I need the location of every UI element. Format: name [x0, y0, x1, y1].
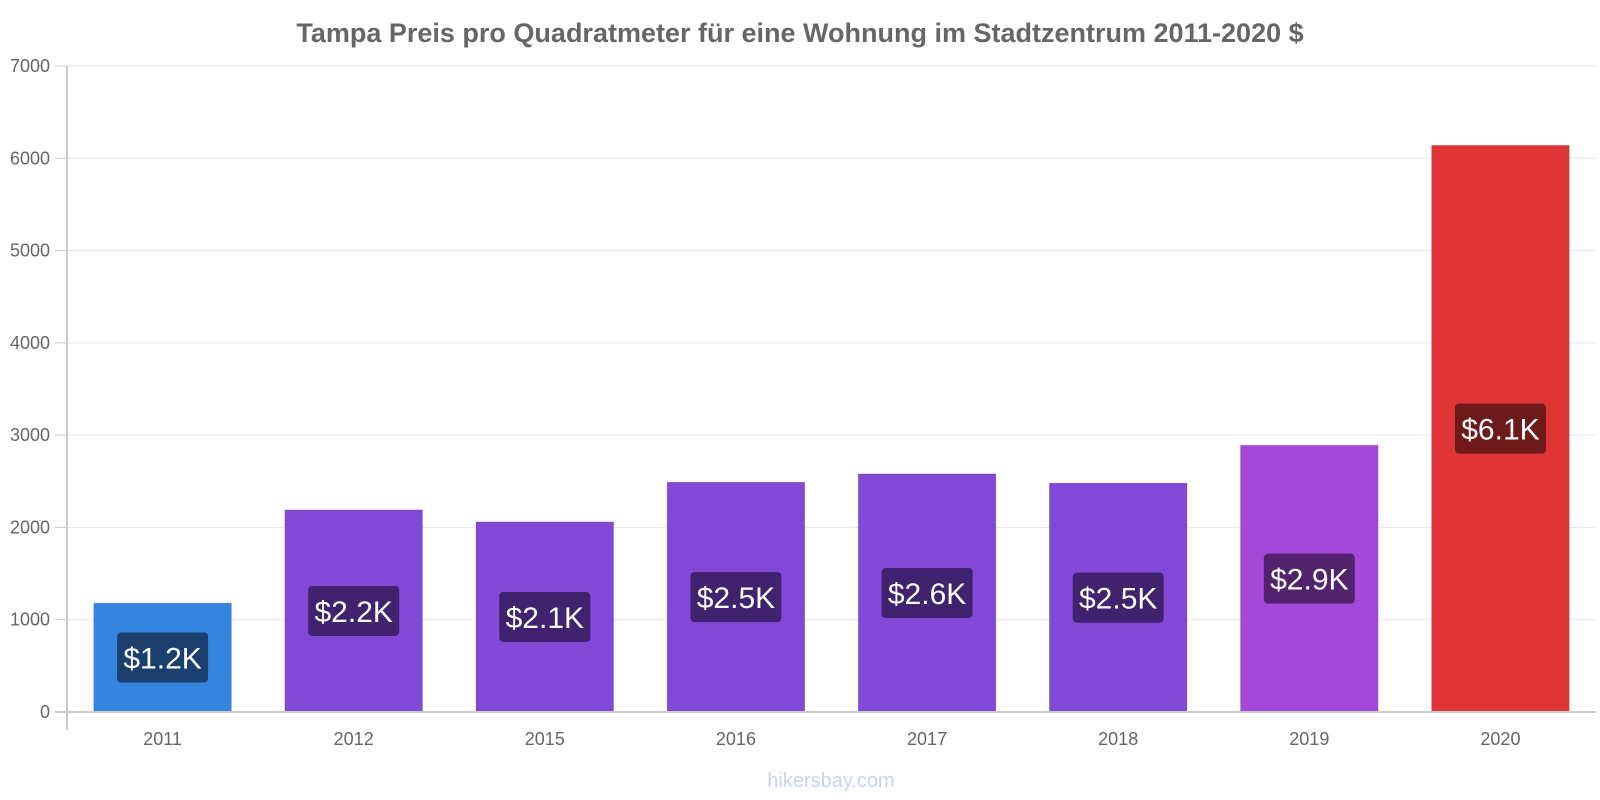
y-tick-label: 7000 [10, 56, 50, 76]
x-tick-label: 2018 [1098, 729, 1138, 749]
data-label: $2.9K [1270, 564, 1348, 597]
data-label: $2.6K [888, 578, 966, 611]
x-tick-label: 2017 [907, 729, 947, 749]
data-label-box [1454, 403, 1546, 454]
data-label-box [117, 632, 209, 683]
data-label: $6.1K [1461, 414, 1539, 447]
data-label: $2.5K [697, 582, 775, 615]
y-tick-label: 2000 [10, 517, 50, 537]
y-tick-label: 1000 [10, 610, 50, 630]
x-tick-label: 2016 [716, 729, 756, 749]
x-tick-label: 2012 [334, 729, 374, 749]
bars: $1.2K $2.2K $2.1K $2.5K $2.6K $2.5K $2.9K $6.1K [93, 144, 1570, 713]
y-tick-label: 0 [40, 702, 50, 722]
data-label-box [1263, 553, 1355, 604]
data-label-box [308, 585, 400, 636]
data-label-box [881, 567, 973, 618]
y-tick-label: 5000 [10, 241, 50, 261]
watermark: hikersbay.com [767, 770, 894, 792]
x-axis-ticks: 2011 2012 2015 2016 2017 2018 2019 2020 [143, 729, 1520, 749]
x-tick-label: 2015 [525, 729, 565, 749]
data-label: $2.5K [1079, 583, 1157, 616]
data-label: $2.1K [506, 602, 584, 635]
data-label: $1.2K [123, 643, 201, 676]
data-label-box [690, 572, 782, 623]
y-tick-label: 4000 [10, 333, 50, 353]
x-tick-label: 2019 [1289, 729, 1329, 749]
data-label: $2.2K [314, 596, 392, 629]
x-tick-label: 2011 [143, 729, 182, 749]
y-axis-ticks: 0 1000 2000 3000 4000 5000 6000 7000 [10, 56, 67, 722]
y-tick-label: 3000 [10, 425, 50, 445]
data-label-box [499, 591, 591, 642]
y-tick-label: 6000 [10, 148, 50, 168]
chart-title: Tampa Preis pro Quadratmeter für eine Wo… [296, 18, 1303, 48]
x-tick-label: 2020 [1480, 729, 1520, 749]
data-label-box [1072, 572, 1164, 623]
